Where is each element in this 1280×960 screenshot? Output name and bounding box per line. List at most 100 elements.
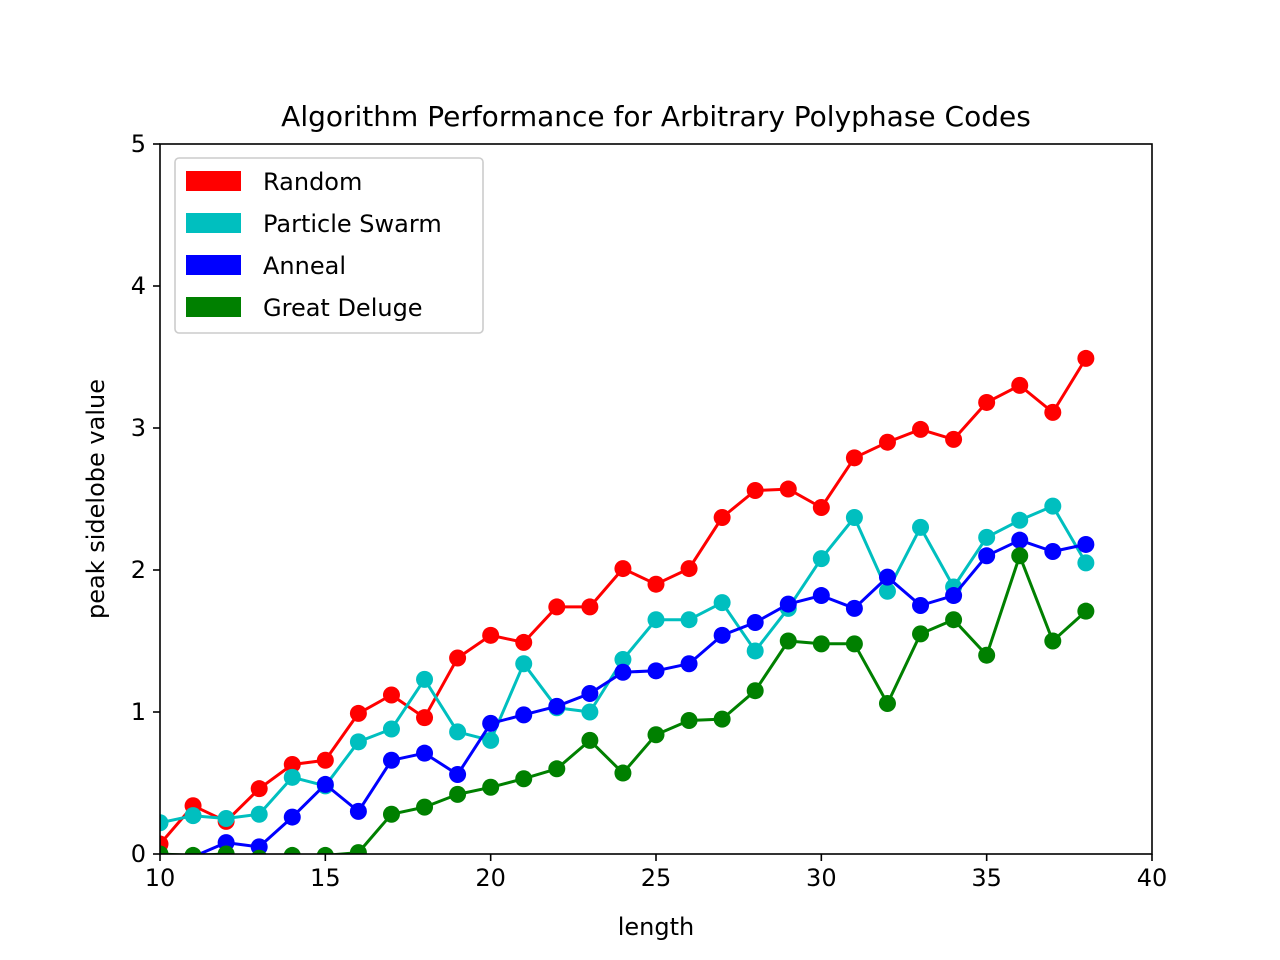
data-point: [812, 587, 830, 605]
legend-label: Great Deluge: [263, 294, 423, 322]
data-point: [1044, 632, 1062, 650]
x-tick-label: 20: [475, 864, 506, 892]
data-point: [978, 393, 996, 411]
y-axis-label: peak sidelobe value: [82, 379, 110, 619]
data-point: [515, 706, 533, 724]
data-point: [515, 770, 533, 788]
legend-item-random: Random: [186, 168, 362, 196]
data-point: [713, 710, 731, 728]
data-point: [614, 764, 632, 782]
series-particle-swarm: [160, 497, 1095, 832]
legend-box: [174, 157, 484, 334]
data-point: [614, 560, 632, 578]
data-point: [878, 694, 896, 712]
data-point: [845, 599, 863, 617]
x-tick-label: 30: [806, 864, 837, 892]
y-tick-label: 1: [131, 698, 146, 726]
legend-swatch: [186, 213, 241, 233]
data-point: [449, 649, 467, 667]
data-point: [680, 611, 698, 629]
data-point: [382, 805, 400, 823]
data-point: [217, 845, 235, 854]
data-point: [779, 595, 797, 613]
legend-item-anneal: Anneal: [186, 252, 346, 280]
series-layer: [160, 349, 1095, 854]
data-point: [912, 518, 930, 536]
data-point: [515, 655, 533, 673]
data-point: [250, 838, 268, 854]
x-tick-label: 25: [641, 864, 672, 892]
data-point: [945, 587, 963, 605]
data-point: [1011, 531, 1029, 549]
data-point: [349, 733, 367, 751]
y-tick-label: 0: [131, 840, 146, 868]
data-point: [416, 670, 434, 688]
data-point: [548, 598, 566, 616]
data-point: [581, 703, 599, 721]
y-tick-label: 2: [131, 556, 146, 584]
data-point: [250, 780, 268, 798]
data-point: [1077, 535, 1095, 553]
data-point: [316, 751, 334, 769]
data-point: [647, 662, 665, 680]
data-point: [449, 785, 467, 803]
data-point: [1077, 602, 1095, 620]
data-point: [482, 714, 500, 732]
legend-swatch: [186, 297, 241, 317]
data-point: [978, 547, 996, 565]
data-point: [746, 481, 764, 499]
data-point: [160, 845, 169, 854]
data-point: [878, 568, 896, 586]
data-point: [316, 846, 334, 854]
legend: Random Particle Swarm Anneal Great Deluge: [174, 157, 484, 334]
data-point: [349, 704, 367, 722]
data-point: [449, 765, 467, 783]
data-point: [647, 575, 665, 593]
data-point: [647, 726, 665, 744]
x-tick-label: 40: [1137, 864, 1168, 892]
data-point: [581, 731, 599, 749]
data-point: [1011, 376, 1029, 394]
chart-title: Algorithm Performance for Arbitrary Poly…: [281, 100, 1031, 133]
data-point: [878, 582, 896, 600]
data-point: [184, 807, 202, 825]
legend-item-great-deluge: Great Deluge: [186, 294, 423, 322]
data-point: [845, 508, 863, 526]
y-tick-label: 4: [131, 272, 146, 300]
y-tick-label: 5: [131, 130, 146, 158]
data-point: [1011, 511, 1029, 529]
data-point: [845, 449, 863, 467]
data-point: [1077, 554, 1095, 572]
data-point: [316, 775, 334, 793]
data-point: [482, 778, 500, 796]
data-point: [382, 720, 400, 738]
data-point: [548, 760, 566, 778]
x-tick-label: 10: [145, 864, 176, 892]
data-point: [1044, 497, 1062, 515]
data-point: [680, 655, 698, 673]
data-point: [746, 642, 764, 660]
data-point: [349, 802, 367, 820]
data-point: [416, 709, 434, 727]
legend-item-particle-swarm: Particle Swarm: [186, 210, 442, 238]
data-point: [1077, 349, 1095, 367]
data-point: [812, 550, 830, 568]
data-point: [978, 528, 996, 546]
data-point: [184, 846, 202, 854]
data-point: [912, 597, 930, 614]
data-point: [217, 810, 235, 827]
data-point: [482, 731, 500, 749]
x-axis-label: length: [618, 913, 695, 941]
data-point: [283, 768, 301, 786]
data-point: [160, 814, 169, 832]
data-point: [614, 663, 632, 681]
data-point: [746, 614, 764, 632]
data-point: [647, 611, 665, 629]
data-point: [812, 499, 830, 517]
data-point: [250, 805, 268, 823]
series-great-deluge: [160, 547, 1095, 854]
y-tick-label: 3: [131, 414, 146, 442]
x-tick-label: 15: [310, 864, 341, 892]
data-point: [283, 846, 301, 854]
